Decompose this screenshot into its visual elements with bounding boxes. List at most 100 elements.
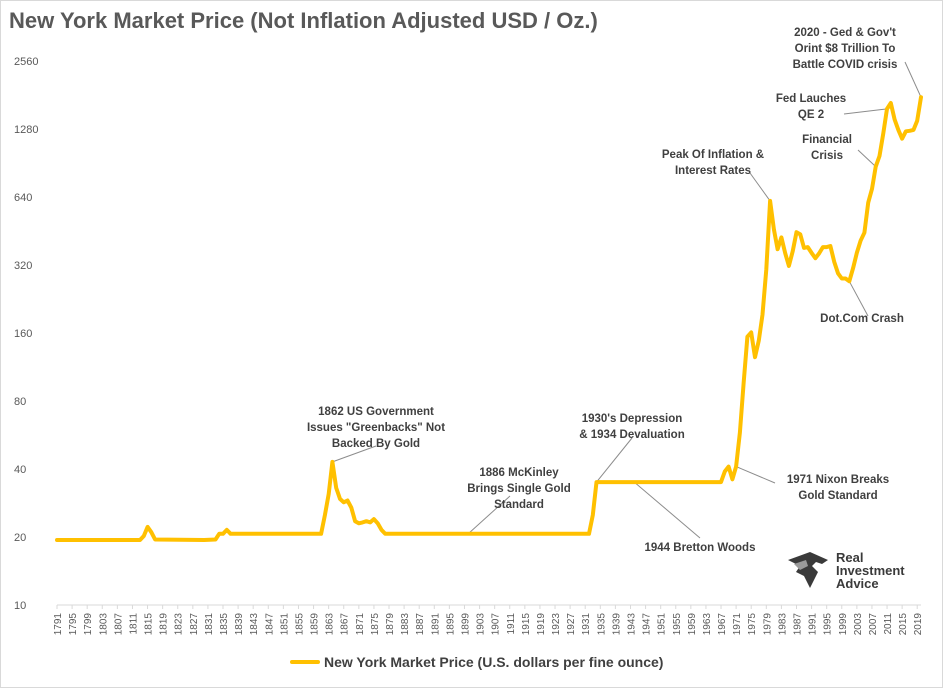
x-tick-label: 1947 [642,613,653,636]
annotation-leader-line [749,172,771,202]
x-tick-label: 1999 [838,613,849,636]
x-tick-label: 1943 [626,613,637,636]
x-tick-label: 1903 [476,613,487,636]
x-tick-label: 1895 [445,613,456,636]
x-tick-label: 1891 [430,613,441,636]
annotation-leader-line [848,281,869,317]
x-tick-label: 1863 [325,613,336,636]
annotation-label: 1886 McKinley [479,467,559,479]
x-tick-label: 1911 [506,613,517,635]
x-tick-label: 1883 [400,613,411,636]
x-tick-label: 1907 [491,613,502,636]
annotation-label: 2020 - Ged & Gov't [794,27,896,39]
x-tick-label: 1835 [219,613,230,636]
x-tick-label: 1983 [777,613,788,636]
annotation-label: Brings Single Gold [467,483,571,495]
annotation-label: Crisis [811,150,843,162]
y-tick-label: 320 [14,260,32,272]
x-tick-label: 1887 [415,613,426,636]
brand-logo: Real Investment Advice [786,550,905,590]
logo-line-1: Real [836,549,864,565]
x-tick-label: 1799 [83,613,94,636]
y-tick-label: 160 [14,328,32,340]
x-tick-label: 1995 [823,613,834,636]
x-tick-label: 1831 [204,613,215,636]
x-tick-label: 1923 [551,613,562,636]
x-tick-label: 1859 [310,613,321,636]
x-tick-label: 1919 [536,613,547,636]
x-tick-label: 1823 [174,613,185,636]
annotation-leader-line [857,149,877,168]
y-tick-label: 40 [14,464,26,476]
logo-line-2: Investment [836,562,905,578]
annotation-label: Standard [494,499,544,511]
y-tick-label: 640 [14,192,32,204]
annotation-label: QE 2 [798,109,824,121]
x-tick-label: 1975 [747,613,758,636]
legend: New York Market Price (U.S. dollars per … [290,654,663,670]
y-tick-label: 80 [14,396,26,408]
x-tick-label: 1927 [566,613,577,636]
annotation-label: 1862 US Government [318,406,434,418]
x-tick-label: 1839 [234,613,245,636]
x-tick-label: 1827 [189,613,200,636]
x-tick-label: 2007 [868,613,879,636]
x-tick-label: 1871 [355,613,366,636]
annotation-label: Interest Rates [675,165,751,177]
annotation-label: Battle COVID crisis [793,59,898,71]
annotation-label: Fed Lauches [776,93,846,105]
x-tick-label: 1851 [279,613,290,636]
x-tick-label: 2015 [898,613,909,636]
x-tick-label: 1815 [144,613,155,636]
annotation-label: Financial [802,134,852,146]
annotation-label: Dot.Com Crash [820,313,904,325]
y-tick-label: 20 [14,532,26,544]
x-tick-label: 1987 [792,613,803,636]
annotation-label: Gold Standard [798,490,877,502]
x-tick-label: 1955 [672,613,683,636]
x-tick-label: 1899 [460,613,471,636]
x-tick-label: 1879 [385,613,396,636]
x-tick-label: 1843 [249,613,260,636]
annotation-leader-line [467,495,511,535]
x-tick-label: 1959 [687,613,698,636]
annotation-leader-line [735,466,776,484]
x-tick-label: 1803 [98,613,109,636]
x-tick-label: 1915 [521,613,532,636]
x-tick-label: 1847 [264,613,275,636]
eagle-icon [788,552,828,588]
annotation-label: 1930's Depression [582,413,683,425]
annotation-label: 1944 Bretton Woods [645,542,756,554]
annotation-label: Issues "Greenbacks" Not [307,422,445,434]
series-line-gold-price [55,95,923,542]
x-tick-label: 1951 [657,613,668,636]
x-tick-label: 1935 [596,613,607,636]
annotation-leader-line [596,437,633,483]
x-tick-label: 2019 [913,613,924,636]
logo-line-3: Advice [836,575,879,591]
legend-swatch [290,660,320,664]
x-tick-label: 1931 [581,613,592,636]
x-tick-label: 1791 [53,613,64,636]
y-tick-label: 2560 [14,56,38,68]
x-tick-label: 1855 [294,613,305,636]
annotation-label: Orint $8 Trillion To [795,43,896,55]
annotation-label: & 1934 Devaluation [579,429,684,441]
x-tick-label: 1811 [128,613,139,635]
x-tick-label: 2003 [853,613,864,636]
x-tick-label: 1795 [68,613,79,636]
chart-title: New York Market Price (Not Inflation Adj… [9,8,598,33]
x-tick-label: 2011 [883,613,894,635]
annotation-leader-line [843,108,888,115]
x-tick-label: 1971 [732,613,743,636]
annotation-label: Peak Of Inflation & [662,149,764,161]
annotation-label: 1971 Nixon Breaks [787,474,889,486]
annotation-leader-line [332,445,377,463]
x-tick-label: 1939 [611,613,622,636]
x-tick-label: 1819 [159,613,170,636]
x-tick-label: 1807 [113,613,124,636]
annotation-leader-line [904,61,922,98]
y-tick-label: 1280 [14,124,38,136]
legend-label: New York Market Price (U.S. dollars per … [324,654,664,670]
